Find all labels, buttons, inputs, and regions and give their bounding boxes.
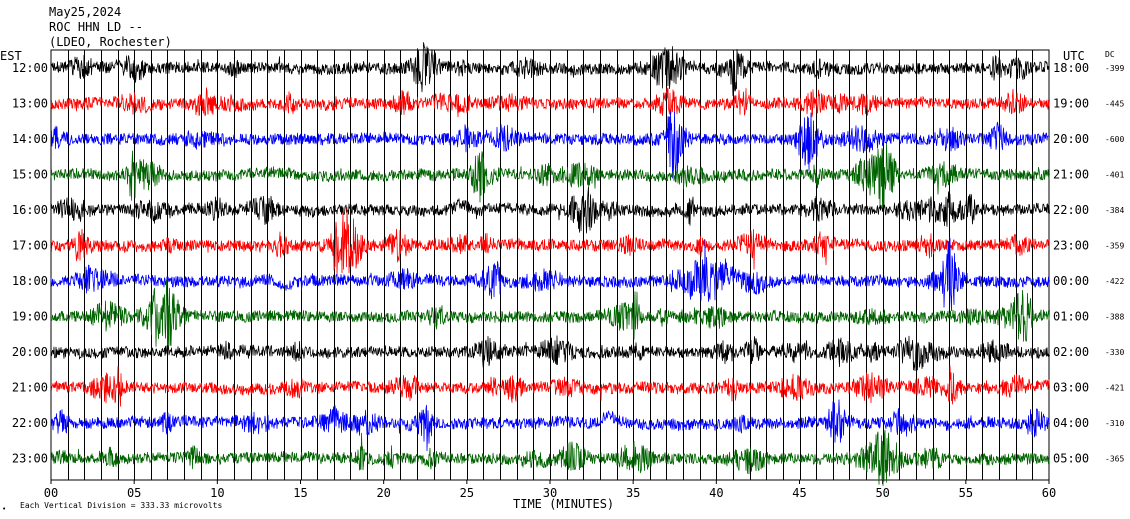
trace-1300 [50,87,1050,118]
station-code: ROC HHN LD -- [49,20,143,34]
x-tick-label-20: 20 [376,486,390,500]
x-axis-ticks: 00 05 10 15 20 25 30 35 40 45 50 55 60 [44,480,1056,500]
row-dc-offset-2: -600 [1105,135,1124,144]
x-tick-label-35: 35 [626,486,640,500]
row-dc-offset-6: -422 [1105,277,1124,286]
x-tick-label-45: 45 [792,486,806,500]
row-label-local-1900: 19:00 [12,310,48,324]
row-label-utc-0300: 03:00 [1053,381,1089,395]
row-label-local-2000: 20:00 [12,345,48,359]
row-label-utc-0400: 04:00 [1053,416,1089,430]
recording-date: May25,2024 [49,5,121,19]
row-label-local-2100: 21:00 [12,381,48,395]
x-tick-label-25: 25 [460,486,474,500]
row-label-local-2300: 23:00 [12,452,48,466]
x-tick-label-00: 00 [44,486,58,500]
trace-1200 [50,42,1050,97]
row-label-local-1700: 17:00 [12,239,48,253]
trace-2200 [50,399,1050,452]
trace-1900 [50,279,1050,349]
x-tick-label-60: 60 [1042,486,1056,500]
row-dc-offset-5: -359 [1105,242,1124,251]
row-label-local-1500: 15:00 [12,168,48,182]
row-label-utc-2300: 23:00 [1053,239,1089,253]
hour-labels: 12:00 18:00 -399 13:00 19:00 -445 14:00 20:00 -6… [12,61,1125,466]
row-label-local-1300: 13:00 [12,97,48,111]
row-label-utc-0000: 00:00 [1053,274,1089,288]
trace-1700 [50,206,1050,277]
left-timezone-label: EST [0,49,22,63]
header: May25,2024 ROC HHN LD -- (LDEO, Rocheste… [49,5,172,49]
x-tick-label-10: 10 [210,486,224,500]
row-dc-offset-8: -330 [1105,348,1124,357]
seismic-traces [50,42,1050,487]
row-dc-offset-11: -365 [1105,455,1124,464]
row-label-local-2200: 22:00 [12,416,48,430]
row-label-utc-0200: 02:00 [1053,345,1089,359]
row-dc-offset-3: -401 [1105,171,1124,180]
x-tick-label-50: 50 [875,486,889,500]
row-label-utc-2100: 21:00 [1053,168,1089,182]
x-axis-title: TIME (MINUTES) [513,497,614,511]
network-name: (LDEO, Rochester) [49,35,172,49]
trace-1500 [50,143,1050,213]
row-label-utc-0100: 01:00 [1053,310,1089,324]
row-label-local-1200: 12:00 [12,61,48,75]
row-dc-offset-4: -384 [1105,206,1124,215]
dc-offset-header: DC [1105,50,1115,59]
row-label-local-1600: 16:00 [12,203,48,217]
trace-1800 [50,236,1050,312]
trace-2000 [50,335,1050,372]
row-label-local-1800: 18:00 [12,274,48,288]
x-tick-label-30: 30 [543,486,557,500]
right-timezone-label: UTC [1063,49,1085,63]
row-dc-offset-1: -445 [1105,100,1124,109]
corner-mark: • [2,505,6,513]
row-dc-offset-9: -421 [1105,384,1124,393]
row-label-utc-0500: 05:00 [1053,452,1089,466]
trace-1400 [50,111,1050,181]
x-tick-label-55: 55 [959,486,973,500]
row-dc-offset-0: -399 [1105,64,1124,73]
row-dc-offset-7: -388 [1105,313,1124,322]
row-label-utc-1900: 19:00 [1053,97,1089,111]
trace-1600 [50,186,1050,234]
trace-2300 [50,429,1050,487]
row-dc-offset-10: -310 [1105,419,1124,428]
row-label-local-1400: 14:00 [12,132,48,146]
time-gridlines [68,50,1033,480]
trace-2100 [50,365,1050,407]
row-label-utc-1800: 18:00 [1053,61,1089,75]
row-label-utc-2200: 22:00 [1053,203,1089,217]
x-tick-label-15: 15 [293,486,307,500]
scale-note: Each Vertical Division = 333.33 microvol… [20,501,222,510]
x-tick-label-40: 40 [709,486,723,500]
x-tick-label-05: 05 [127,486,141,500]
row-label-utc-2000: 20:00 [1053,132,1089,146]
